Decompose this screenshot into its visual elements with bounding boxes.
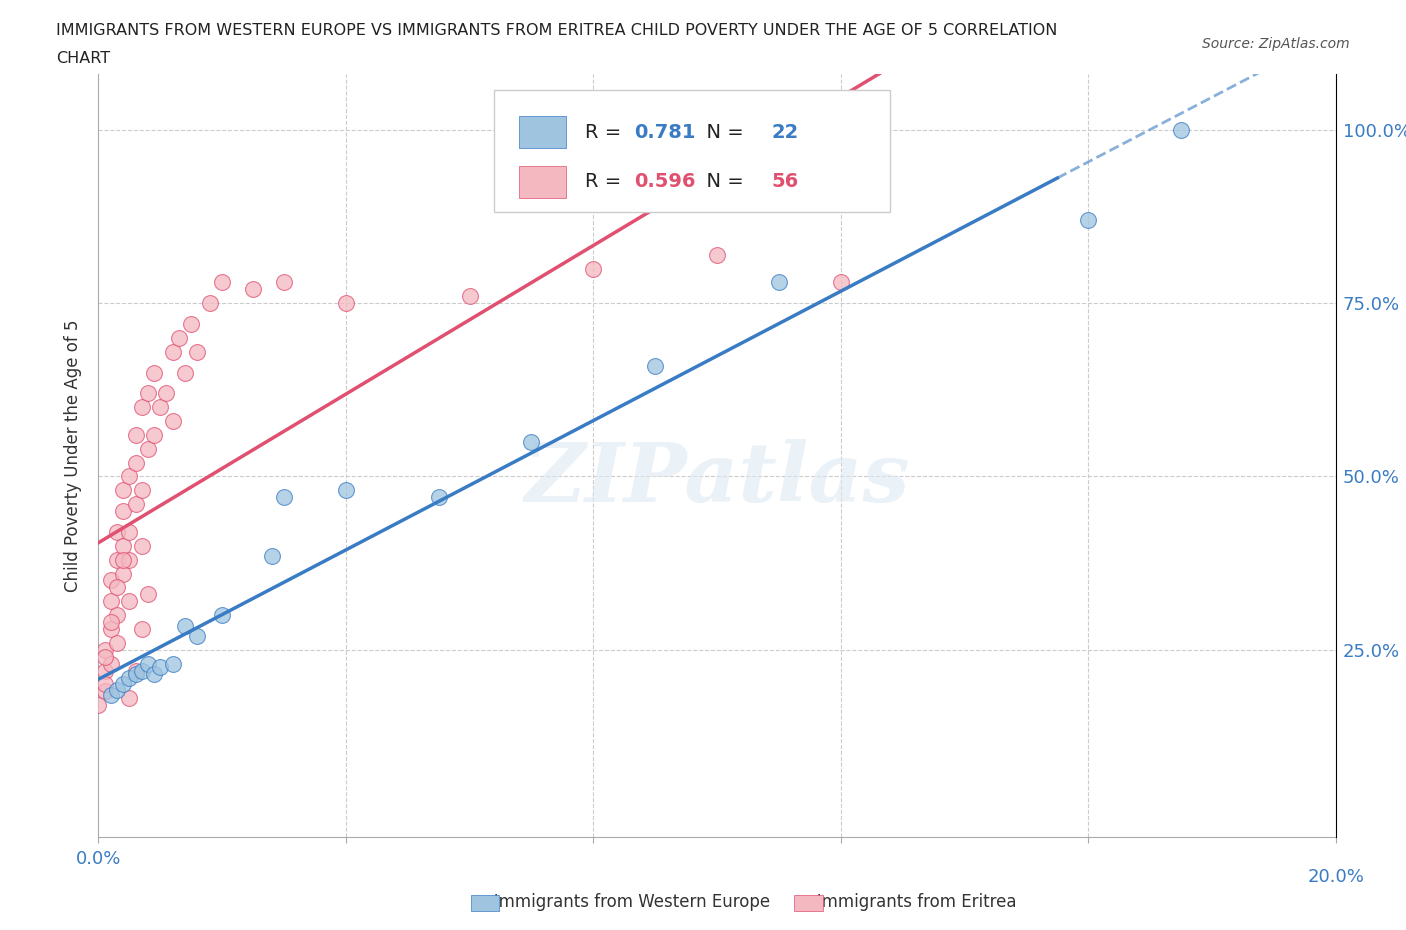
Point — [155, 386, 177, 401]
Point — [100, 594, 122, 609]
Point — [100, 573, 122, 588]
Point — [131, 621, 153, 636]
Point — [582, 261, 605, 276]
Point — [162, 344, 184, 359]
Point — [162, 414, 184, 429]
Point — [105, 635, 128, 650]
Point — [105, 683, 128, 698]
Point — [768, 275, 790, 290]
Point — [124, 455, 146, 470]
Point — [131, 483, 153, 498]
Point — [830, 275, 852, 290]
Point — [131, 663, 153, 678]
Point — [149, 400, 172, 415]
Point — [118, 469, 141, 484]
Point — [149, 659, 172, 674]
Point — [136, 386, 159, 401]
Text: 20.0%: 20.0% — [1308, 868, 1364, 885]
Point — [100, 657, 122, 671]
Point — [105, 580, 128, 595]
Point — [112, 566, 135, 581]
Point — [186, 344, 208, 359]
FancyBboxPatch shape — [495, 89, 890, 212]
Point — [105, 607, 128, 622]
Point — [131, 400, 153, 415]
Text: N =: N = — [693, 123, 749, 142]
Point — [105, 525, 128, 539]
Point — [1170, 123, 1192, 138]
Point — [118, 671, 141, 685]
Point — [427, 490, 450, 505]
Point — [93, 643, 115, 658]
Point — [167, 330, 190, 345]
Point — [143, 428, 166, 443]
Point — [118, 594, 141, 609]
Text: ZIPatlas: ZIPatlas — [524, 439, 910, 519]
Point — [706, 247, 728, 262]
Point — [93, 684, 115, 698]
Text: N =: N = — [693, 172, 749, 192]
Point — [118, 525, 141, 539]
Point — [186, 629, 208, 644]
Point — [124, 667, 146, 682]
Point — [87, 698, 110, 712]
Point — [174, 365, 197, 380]
Point — [124, 497, 146, 512]
Point — [100, 687, 122, 702]
Point — [1077, 213, 1099, 228]
Point — [112, 504, 135, 519]
Point — [124, 663, 146, 678]
Text: 0.781: 0.781 — [634, 123, 696, 142]
Point — [93, 663, 115, 678]
Y-axis label: Child Poverty Under the Age of 5: Child Poverty Under the Age of 5 — [65, 319, 83, 592]
Bar — [519, 166, 567, 198]
Point — [273, 275, 295, 290]
Point — [211, 275, 233, 290]
Point — [118, 691, 141, 706]
Point — [458, 289, 481, 304]
Point — [100, 615, 122, 630]
Point — [335, 296, 357, 311]
Text: 0.596: 0.596 — [634, 172, 696, 192]
Point — [242, 282, 264, 297]
Text: CHART: CHART — [56, 51, 110, 66]
Point — [124, 428, 146, 443]
Point — [112, 538, 135, 553]
Point — [211, 607, 233, 622]
Point — [93, 677, 115, 692]
Point — [112, 483, 135, 498]
Text: R =: R = — [585, 172, 627, 192]
Point — [118, 552, 141, 567]
Point — [180, 316, 202, 331]
Point — [335, 483, 357, 498]
Bar — [519, 116, 567, 149]
Point — [131, 538, 153, 553]
Text: R =: R = — [585, 123, 627, 142]
Text: Immigrants from Western Europe: Immigrants from Western Europe — [478, 893, 770, 911]
Point — [136, 587, 159, 602]
Text: Source: ZipAtlas.com: Source: ZipAtlas.com — [1202, 37, 1350, 51]
Point — [174, 618, 197, 633]
Point — [136, 657, 159, 671]
Point — [260, 549, 283, 564]
Point — [644, 358, 666, 373]
Point — [143, 667, 166, 682]
Point — [112, 677, 135, 692]
Point — [143, 365, 166, 380]
Text: Immigrants from Eritrea: Immigrants from Eritrea — [801, 893, 1017, 911]
Point — [162, 657, 184, 671]
Point — [198, 296, 221, 311]
Point — [520, 434, 543, 449]
Point — [105, 552, 128, 567]
Point — [100, 621, 122, 636]
Point — [136, 442, 159, 457]
Point — [93, 649, 115, 664]
Point — [273, 490, 295, 505]
Point — [112, 552, 135, 567]
Text: 56: 56 — [772, 172, 799, 192]
Text: IMMIGRANTS FROM WESTERN EUROPE VS IMMIGRANTS FROM ERITREA CHILD POVERTY UNDER TH: IMMIGRANTS FROM WESTERN EUROPE VS IMMIGR… — [56, 23, 1057, 38]
Text: 22: 22 — [772, 123, 799, 142]
